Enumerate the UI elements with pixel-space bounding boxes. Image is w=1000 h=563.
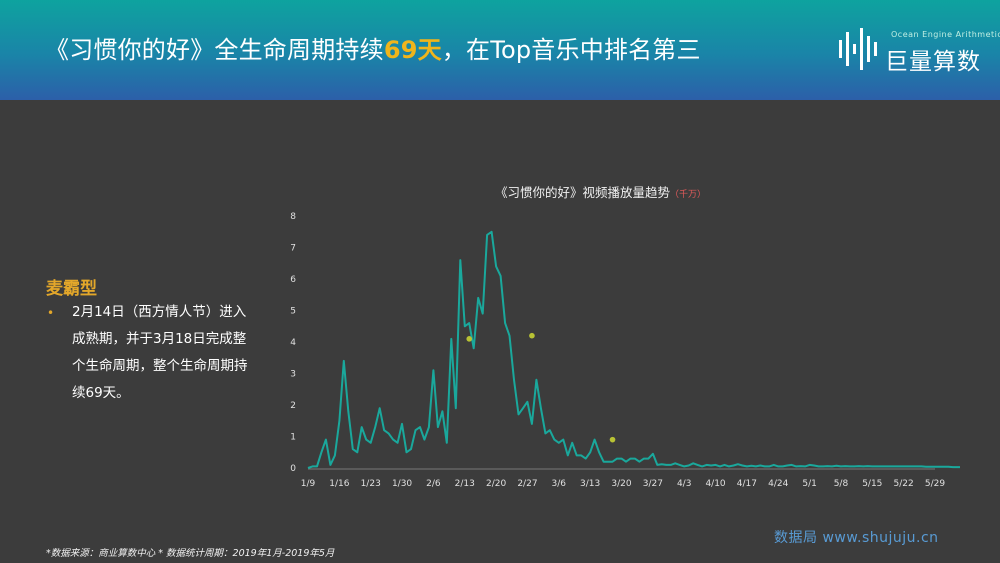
x-tick-label: 1/16 <box>329 479 349 489</box>
y-tick-label: 6 <box>290 275 296 285</box>
x-tick-label: 4/3 <box>677 479 691 489</box>
type-heading: 麦霸型 <box>46 279 97 299</box>
x-tick-label: 3/20 <box>611 479 631 489</box>
y-tick-label: 8 <box>290 212 296 222</box>
x-tick-label: 5/1 <box>802 479 816 489</box>
x-tick-label: 1/30 <box>392 479 412 489</box>
brand-logo: Ocean Engine Arithmetic 巨量算数 <box>837 26 1000 75</box>
x-tick-label: 4/10 <box>705 479 725 489</box>
lifecycle-marker <box>529 332 535 339</box>
y-tick-label: 7 <box>290 244 296 254</box>
y-tick-label: 2 <box>290 401 296 411</box>
x-tick-label: 1/23 <box>361 479 381 489</box>
watermark: 数据局 www.shujuju.cn <box>774 530 939 546</box>
x-tick-label: 2/13 <box>455 479 475 489</box>
x-tick-label: 1/9 <box>301 479 316 489</box>
title-prefix: 《习惯你的好》全生命周期持续 <box>45 36 384 64</box>
page-title: 《习惯你的好》全生命周期持续69天，在Top音乐中排名第三 <box>45 30 701 65</box>
logo-subtext: Ocean Engine Arithmetic <box>891 30 1000 39</box>
logo-mark-icon <box>839 28 877 70</box>
x-tick-label: 2/20 <box>486 479 506 489</box>
title-highlight: 69天 <box>383 36 442 64</box>
description-text: 2月14日（西方情人节）进入成熟期，并于3月18日完成整个生命周期，整个生命周期… <box>72 304 248 401</box>
x-tick-label: 5/8 <box>834 479 849 489</box>
views-trend-chart: 《习惯你的好》视频播放量趋势（千万） 0 1 2 3 4 5 6 7 8 1/9 1/16 1/23… <box>290 185 960 489</box>
x-tick-label: 4/17 <box>737 479 757 489</box>
x-tick-label: 3/13 <box>580 479 600 489</box>
x-axis: 1/9 1/16 1/23 1/30 2/6 2/13 2/20 2/27 3/6 3/13 3/2… <box>301 468 945 489</box>
x-tick-label: 2/27 <box>517 479 537 489</box>
x-tick-label: 3/27 <box>643 479 663 489</box>
y-tick-label: 1 <box>290 433 296 443</box>
x-tick-label: 5/22 <box>894 479 914 489</box>
x-tick-label: 4/24 <box>768 479 788 489</box>
x-tick-label: 2/6 <box>426 479 441 489</box>
data-source-footnote: *数据来源：商业算数中心 * 数据统计周期：2019年1月-2019年5月 <box>46 548 335 559</box>
bullet-icon: • <box>47 306 55 320</box>
y-tick-label: 0 <box>290 464 296 474</box>
header-banner: 《习惯你的好》全生命周期持续69天，在Top音乐中排名第三 Ocean Engi… <box>0 0 1000 100</box>
y-tick-label: 5 <box>290 307 296 317</box>
chart-title-main: 《习惯你的好》视频播放量趋势 <box>495 185 671 200</box>
chart-title: 《习惯你的好》视频播放量趋势（千万） <box>495 185 706 200</box>
markers <box>466 332 616 443</box>
y-tick-label: 4 <box>290 338 296 348</box>
y-axis: 0 1 2 3 4 5 6 7 8 <box>290 212 296 474</box>
logo-text: 巨量算数 <box>885 49 981 75</box>
lifecycle-marker <box>466 336 473 342</box>
x-tick-label: 5/29 <box>925 479 945 489</box>
x-tick-label: 3/6 <box>552 479 567 489</box>
x-tick-label: 5/15 <box>862 479 882 489</box>
title-suffix: ，在Top音乐中排名第三 <box>441 36 701 64</box>
series-line <box>307 230 960 469</box>
y-tick-label: 3 <box>290 370 296 380</box>
chart-title-unit: （千万） <box>670 189 706 200</box>
lifecycle-marker <box>609 436 616 443</box>
